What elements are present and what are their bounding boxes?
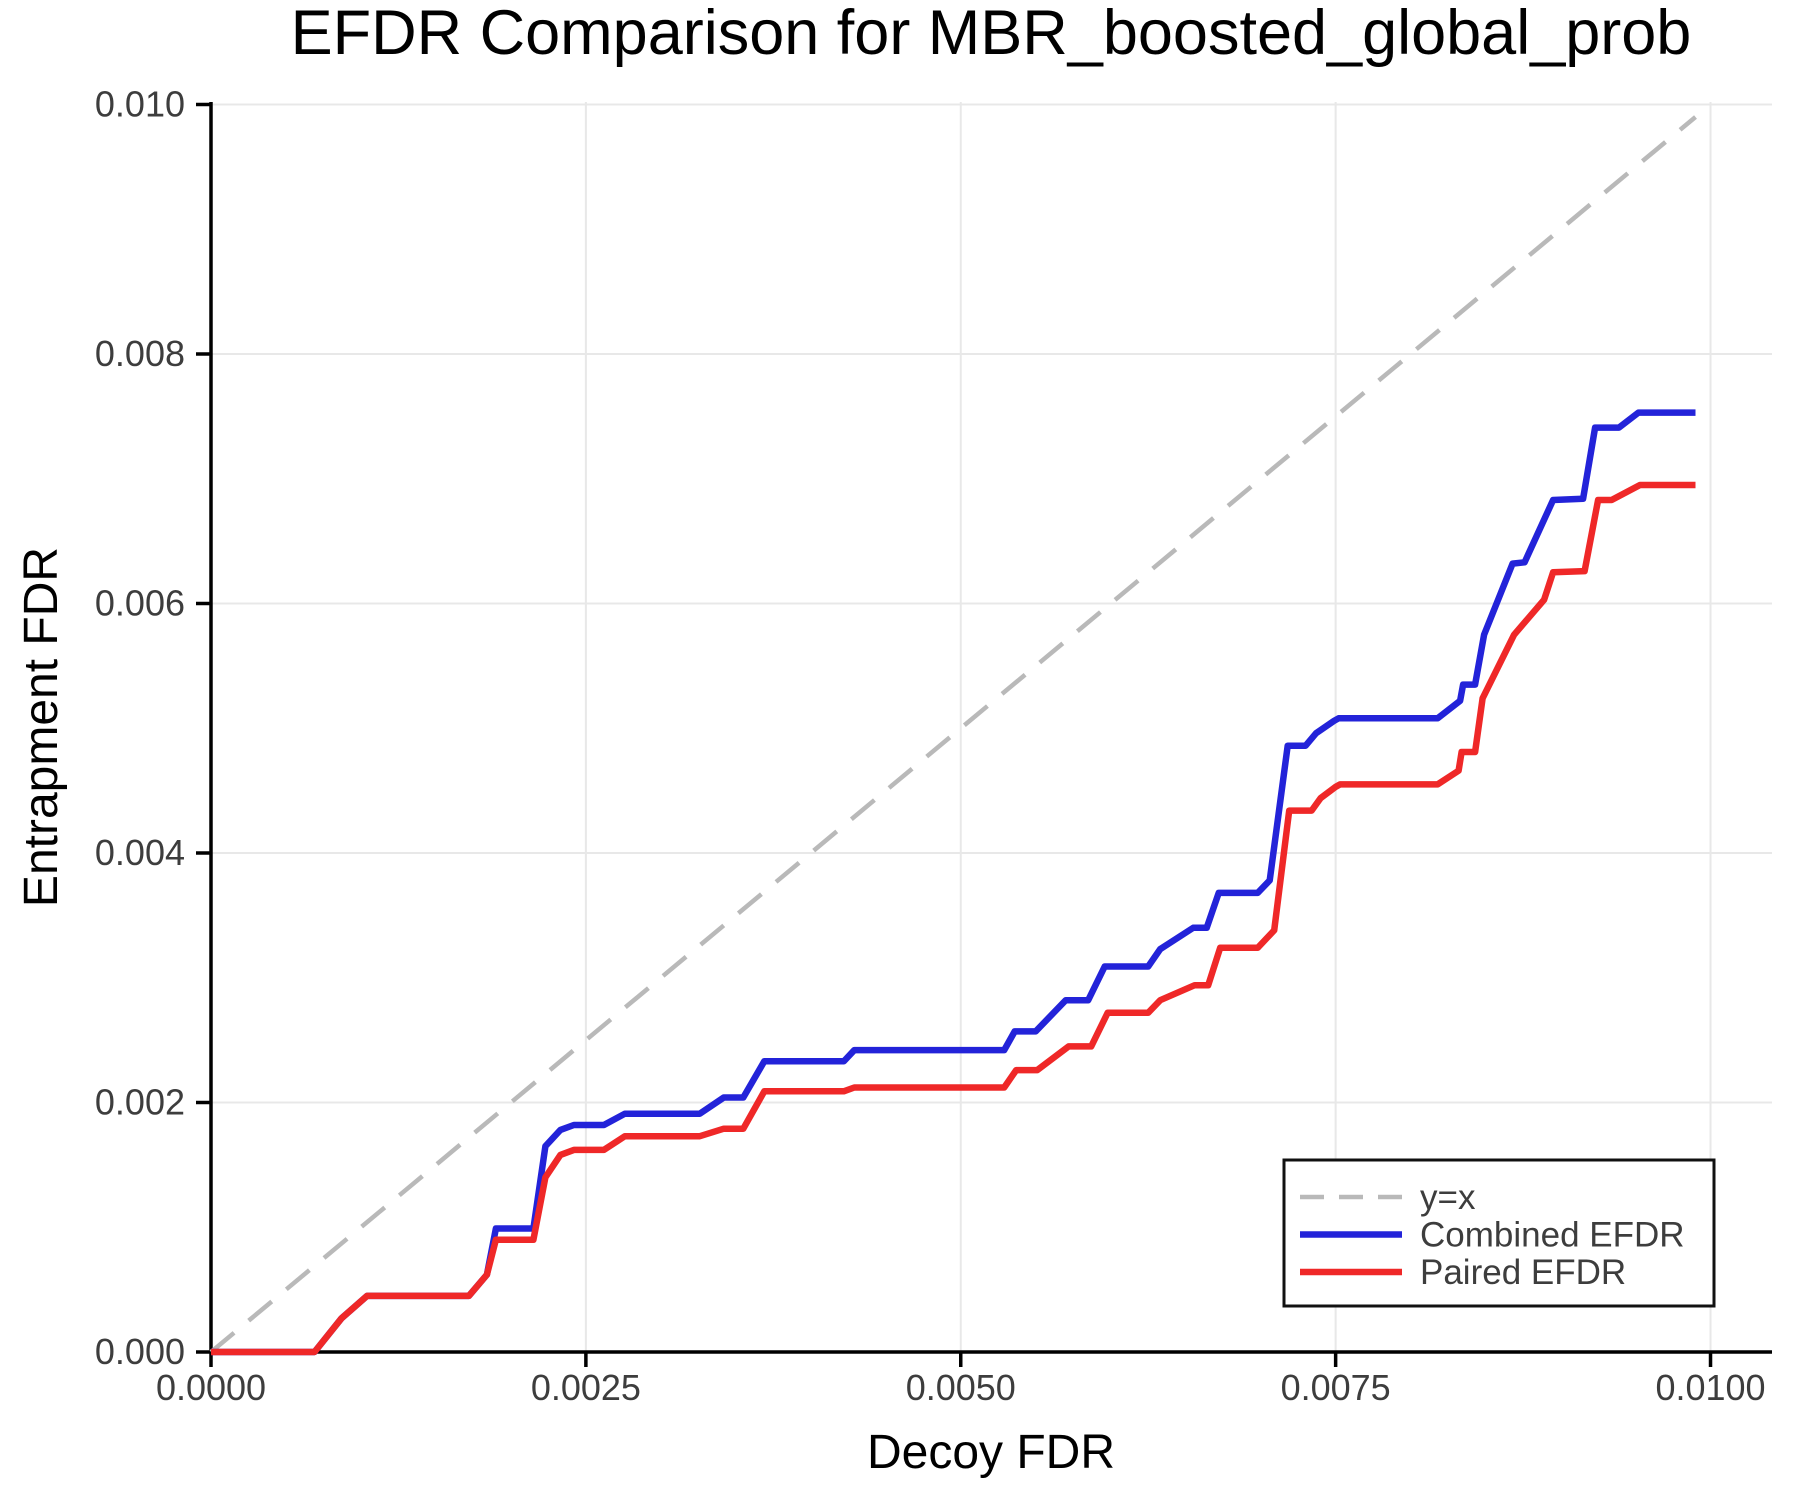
chart-title: EFDR Comparison for MBR_boosted_global_p…	[291, 0, 1692, 68]
x-tick-label: 0.0050	[906, 1367, 1016, 1408]
series-line-combined-efdr	[211, 409, 1696, 1356]
x-axis-label: Decoy FDR	[867, 1426, 1115, 1479]
y-tick-label: 0.002	[95, 1081, 185, 1122]
x-tick-label: 0.0075	[1281, 1367, 1391, 1408]
x-tick-label: 0.0025	[531, 1367, 641, 1408]
x-tick-label: 0.0100	[1655, 1367, 1765, 1408]
y-tick-label: 0.004	[95, 832, 185, 873]
legend-entry-label: Combined EFDR	[1420, 1216, 1685, 1255]
gridlines	[211, 102, 1772, 1352]
legend-entry-label: y=x	[1420, 1178, 1476, 1217]
y-tick-label: 0.010	[95, 83, 185, 124]
y-axis-label: Entrapment FDR	[15, 547, 68, 907]
series-line-paired-efdr	[211, 481, 1696, 1356]
series-line-y-x	[209, 115, 1697, 1354]
series-lines	[209, 115, 1697, 1356]
y-tick-label: 0.000	[95, 1331, 185, 1372]
y-tick-label: 0.008	[95, 333, 185, 374]
y-tick-label: 0.006	[95, 582, 185, 623]
x-tick-label: 0.0000	[156, 1367, 266, 1408]
tick-labels: 0.0000 0.0025 0.0050 0.0075 0.0100 0.000 0.002…	[95, 83, 1766, 1408]
legend-entry-label: Paired EFDR	[1420, 1253, 1626, 1292]
